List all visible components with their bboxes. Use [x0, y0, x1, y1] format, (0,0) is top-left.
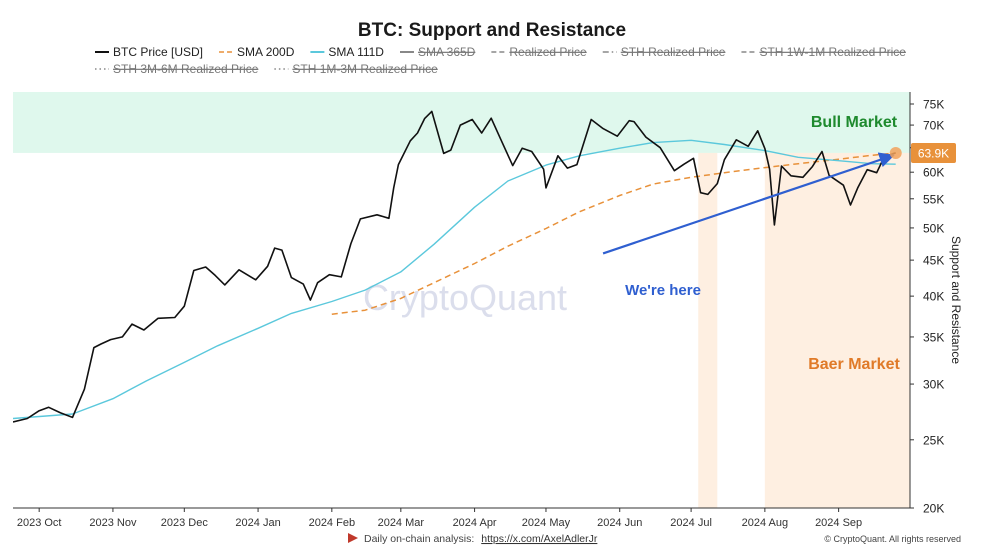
x-tick-label: 2023 Oct	[17, 517, 62, 529]
footer-text: Daily on-chain analysis: https://x.com/A…	[364, 533, 598, 545]
annotation-arrow	[602, 152, 895, 255]
x-tick-label: 2024 Jun	[597, 517, 642, 529]
bear-zone-band	[698, 152, 718, 508]
series-lines	[13, 110, 896, 423]
y-tick-label: 60K	[923, 166, 944, 180]
x-tick-label: 2024 Sep	[815, 517, 862, 529]
x-tick-label: 2024 Apr	[453, 517, 497, 529]
current-value-badge	[911, 142, 956, 163]
legend: BTC Price [USD] SMA 200D SMA 111D SMA 365D R…	[95, 45, 906, 76]
footer: Daily on-chain analysis: https://x.com/A…	[348, 533, 961, 545]
legend-item[interactable]: Realized Price	[491, 45, 587, 59]
bull-market-label: Bull Market	[811, 114, 898, 131]
legend-label: STH Realized Price	[621, 45, 726, 59]
y-tick-label: 35K	[923, 330, 944, 344]
legend-item[interactable]: BTC Price [USD]	[95, 45, 203, 59]
y-tick-label: 55K	[923, 192, 944, 206]
bull-zone	[13, 92, 910, 153]
bear-zone-band	[764, 152, 910, 508]
x-tick-label: 2024 Mar	[378, 517, 425, 529]
zones	[13, 92, 910, 508]
y-tick-label: 30K	[923, 378, 944, 392]
legend-item[interactable]: SMA 365D	[399, 45, 476, 59]
x-tick-label: 2024 Aug	[742, 517, 789, 529]
y-tick-label: 45K	[923, 254, 944, 268]
y-tick-label: 50K	[923, 221, 944, 235]
x-tick-label: 2024 Jan	[235, 517, 280, 529]
watermark: CryptoQuant	[363, 277, 567, 318]
current-value-label: 63.9K	[918, 146, 949, 160]
legend-item[interactable]: SMA 200D	[219, 45, 295, 59]
footer-copyright: © CryptoQuant. All rights reserved	[824, 534, 961, 544]
x-tick-label: 2024 May	[522, 517, 571, 529]
legend-label: STH 1W-1M Realized Price	[759, 45, 906, 59]
legend-item[interactable]: STH 3M-6M Realized Price	[95, 62, 259, 76]
legend-label: SMA 200D	[237, 45, 295, 59]
legend-label: BTC Price [USD]	[113, 45, 203, 59]
legend-label: STH 1M-3M Realized Price	[292, 62, 438, 76]
series-line-btc-price-usd	[13, 110, 896, 423]
y-axis-label: Support and Resistance	[949, 236, 963, 364]
footer-source-link[interactable]: https://x.com/AxelAdlerJr	[481, 533, 598, 545]
series-line-sma-200d	[331, 152, 896, 315]
play-icon	[348, 533, 358, 543]
current-value-dot	[889, 146, 902, 159]
annotation-label: We're here	[625, 282, 701, 299]
current-value-marker: 63.9K	[889, 142, 956, 163]
x-tick-label: 2024 Feb	[309, 517, 355, 529]
legend-label: Realized Price	[509, 45, 587, 59]
legend-label: SMA 111D	[328, 45, 384, 59]
bear-market-label: Baer Market	[808, 356, 900, 373]
footer-source-prefix: Daily on-chain analysis:	[364, 533, 474, 545]
x-tick-label: 2023 Dec	[161, 517, 209, 529]
legend-item[interactable]: STH Realized Price	[602, 45, 726, 59]
y-tick-label: 25K	[923, 433, 944, 447]
annotation-arrow-line	[602, 152, 895, 255]
x-tick-label: 2023 Nov	[89, 517, 137, 529]
legend-label: SMA 365D	[418, 45, 476, 59]
y-tick-label: 20K	[923, 502, 944, 516]
legend-item[interactable]: STH 1W-1M Realized Price	[741, 45, 906, 59]
chart-title: BTC: Support and Resistance	[358, 20, 626, 41]
y-tick-label: 75K	[923, 97, 944, 111]
legend-item[interactable]: STH 1M-3M Realized Price	[274, 62, 438, 76]
y-tick-label: 40K	[923, 290, 944, 304]
legend-label: STH 3M-6M Realized Price	[113, 62, 259, 76]
y-tick-label: 70K	[923, 119, 944, 133]
x-axis-ticks: 2023 Oct 2023 Nov 2023 Dec 2024 Jan 2024 Feb…	[17, 508, 862, 529]
legend-item[interactable]: SMA 111D	[310, 45, 384, 59]
x-tick-label: 2024 Jul	[670, 517, 712, 529]
